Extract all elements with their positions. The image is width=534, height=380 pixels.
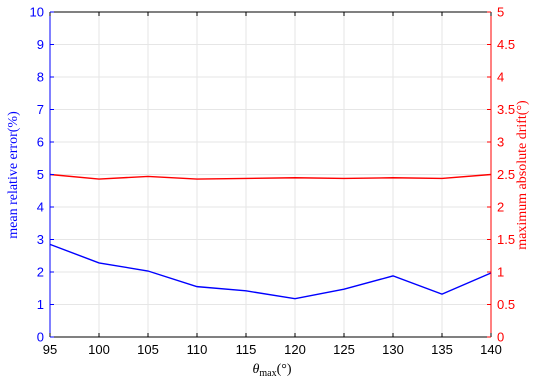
y-tick-label-left: 0 xyxy=(37,330,44,345)
x-tick-label: 125 xyxy=(333,342,355,357)
y-tick-label-right: 0 xyxy=(497,330,504,345)
x-tick-label: 120 xyxy=(284,342,306,357)
x-tick-label: 95 xyxy=(43,342,57,357)
x-tick-label: 135 xyxy=(431,342,453,357)
y-tick-label-left: 7 xyxy=(37,102,44,117)
y-axis-title-left: mean relative error(%) xyxy=(6,111,21,239)
y-tick-label-right: 3.5 xyxy=(497,102,515,117)
y-tick-label-left: 8 xyxy=(37,70,44,85)
x-axis-title-symbol: θ xyxy=(252,362,259,377)
y-tick-label-left: 5 xyxy=(37,167,44,182)
y-tick-label-left: 3 xyxy=(37,232,44,247)
x-tick-label: 105 xyxy=(137,342,159,357)
y-tick-label-left: 1 xyxy=(37,297,44,312)
x-axis-title-unit: (°) xyxy=(277,362,292,377)
x-tick-label: 110 xyxy=(187,342,208,357)
y-tick-label-left: 9 xyxy=(37,37,44,52)
y-tick-label-right: 2 xyxy=(497,200,504,215)
x-axis-title-subscript: max xyxy=(259,368,276,379)
series-line-right xyxy=(49,173,492,180)
y-tick-label-right: 1.5 xyxy=(497,232,515,247)
y-tick-label-left: 4 xyxy=(37,200,44,215)
y-tick-label-right: 4 xyxy=(497,70,504,85)
x-tick-label: 100 xyxy=(88,342,110,357)
x-tick-label: 140 xyxy=(480,342,502,357)
y-tick-label-right: 2.5 xyxy=(497,167,515,182)
y-tick-label-right: 5 xyxy=(497,5,504,20)
x-axis-title: θmax(°) xyxy=(252,362,291,379)
y-tick-label-right: 0.5 xyxy=(497,297,515,312)
y-tick-label-left: 6 xyxy=(37,135,44,150)
x-tick-label: 130 xyxy=(382,342,404,357)
y-tick-label-left: 10 xyxy=(30,5,44,20)
y-tick-label-right: 4.5 xyxy=(497,37,515,52)
y-tick-label-right: 1 xyxy=(497,265,504,280)
series-layer xyxy=(49,173,492,300)
ticks: 95 100 105 110 115 120 125 130 135 14001234567891… xyxy=(30,5,516,358)
y-tick-label-right: 3 xyxy=(497,135,504,150)
y-axis-title-right: maximum absolute drift(°) xyxy=(515,100,530,250)
y-tick-label-left: 2 xyxy=(37,265,44,280)
series-line-left xyxy=(49,243,492,300)
x-tick-label: 115 xyxy=(236,342,257,357)
